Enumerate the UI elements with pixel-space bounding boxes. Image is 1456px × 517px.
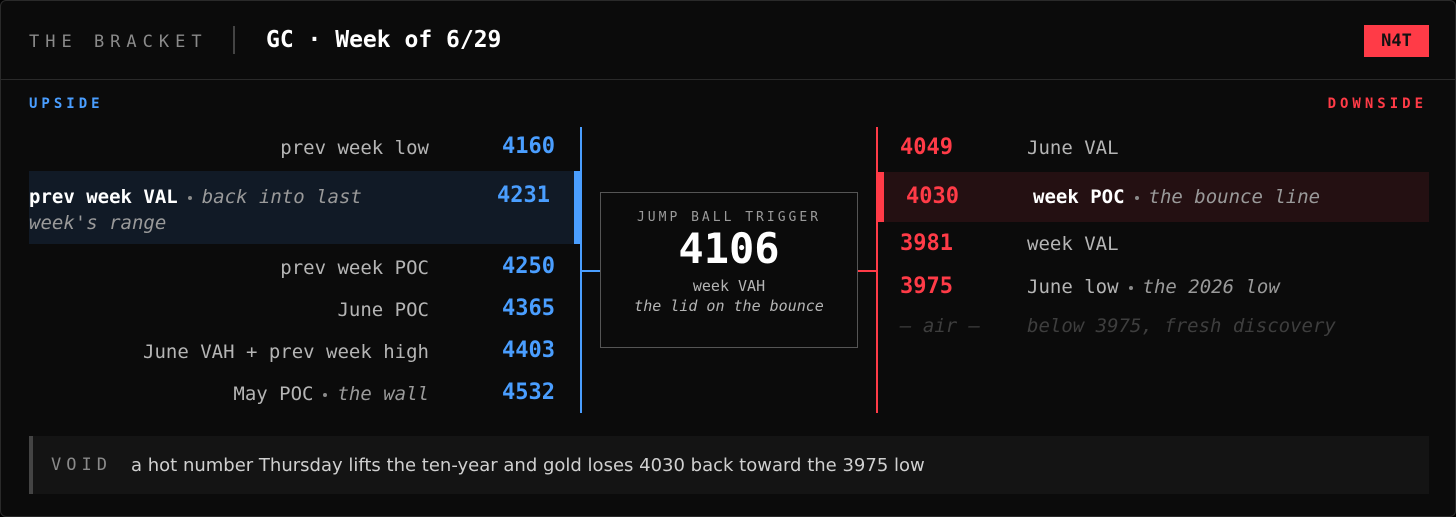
badge: N4T — [1364, 25, 1429, 57]
level-note: the bounce line — [1148, 186, 1321, 208]
downside-heading: DOWNSIDE — [1327, 96, 1427, 112]
highlight-bar — [877, 172, 884, 222]
separator-dot — [1134, 195, 1139, 200]
level-label: prev week POC — [280, 257, 429, 279]
level-value: 4030 — [906, 184, 959, 209]
void-box: VOID a hot number Thursday lifts the ten… — [29, 436, 1429, 494]
level-label-box: June low the 2026 low — [1027, 274, 1280, 300]
level-label: week POC — [1033, 186, 1125, 208]
title: GC · Week of 6/29 — [266, 27, 502, 53]
level-label-box: May POC the wall — [233, 381, 429, 407]
highlight-band — [29, 171, 574, 244]
level-label-box: below 3975, fresh discovery — [1027, 313, 1336, 339]
level-label-box: week VAL — [1027, 231, 1119, 257]
level-label-box: prev week VAL back into last week's range — [29, 184, 429, 236]
level-value: 4049 — [900, 135, 953, 160]
trigger-value: 4106 — [678, 224, 780, 273]
level-label-box: June VAL — [1027, 135, 1119, 161]
level-value: — air — — [900, 315, 981, 337]
divider — [233, 26, 235, 54]
upside-heading: UPSIDE — [29, 96, 104, 112]
level-label: week VAL — [1027, 233, 1119, 255]
separator-dot — [1128, 285, 1133, 290]
level-value: 4231 — [497, 183, 550, 208]
kicker: THE BRACKET — [29, 32, 208, 52]
level-label: June VAL — [1027, 137, 1119, 159]
level-note: below 3975, fresh discovery — [1027, 315, 1336, 337]
separator-dot — [187, 195, 192, 200]
void-label: VOID — [51, 455, 112, 475]
header-rule — [1, 79, 1455, 80]
highlight-band — [877, 172, 1429, 222]
level-value: 3981 — [900, 231, 953, 256]
level-label: June VAH + prev week high — [143, 341, 429, 363]
trigger-heading: JUMP BALL TRIGGER — [636, 210, 822, 225]
downside-rail — [876, 127, 878, 413]
level-value: 3975 — [900, 274, 953, 299]
level-note: back into last week's range — [29, 186, 362, 234]
level-value: 4365 — [502, 296, 555, 321]
level-note: the 2026 low — [1142, 276, 1280, 298]
level-label: prev week low — [280, 137, 429, 159]
level-label: prev week VAL — [29, 186, 178, 208]
level-label-box: June VAH + prev week high — [143, 339, 429, 365]
level-value: 4532 — [502, 380, 555, 405]
level-label: June POC — [337, 299, 429, 321]
level-label: June low — [1027, 276, 1119, 298]
level-label-box: prev week POC — [280, 255, 429, 281]
separator-dot — [323, 392, 328, 397]
trigger-note: the lid on the bounce — [634, 297, 824, 315]
level-label-box: June POC — [337, 297, 429, 323]
level-value: 4160 — [502, 134, 555, 159]
trigger-label: week VAH — [692, 277, 766, 295]
void-text: a hot number Thursday lifts the ten-year… — [131, 455, 925, 476]
level-label-box: week POC the bounce line — [1033, 184, 1320, 210]
upside-connector — [581, 270, 600, 272]
trigger-box: JUMP BALL TRIGGER 4106 week VAH the lid … — [600, 192, 858, 348]
level-note: the wall — [337, 383, 429, 405]
level-value: 4250 — [502, 254, 555, 279]
downside-connector — [858, 270, 877, 272]
level-label-box: prev week low — [280, 135, 429, 161]
level-label: May POC — [233, 383, 314, 405]
highlight-bar — [574, 171, 581, 244]
level-value: 4403 — [502, 338, 555, 363]
